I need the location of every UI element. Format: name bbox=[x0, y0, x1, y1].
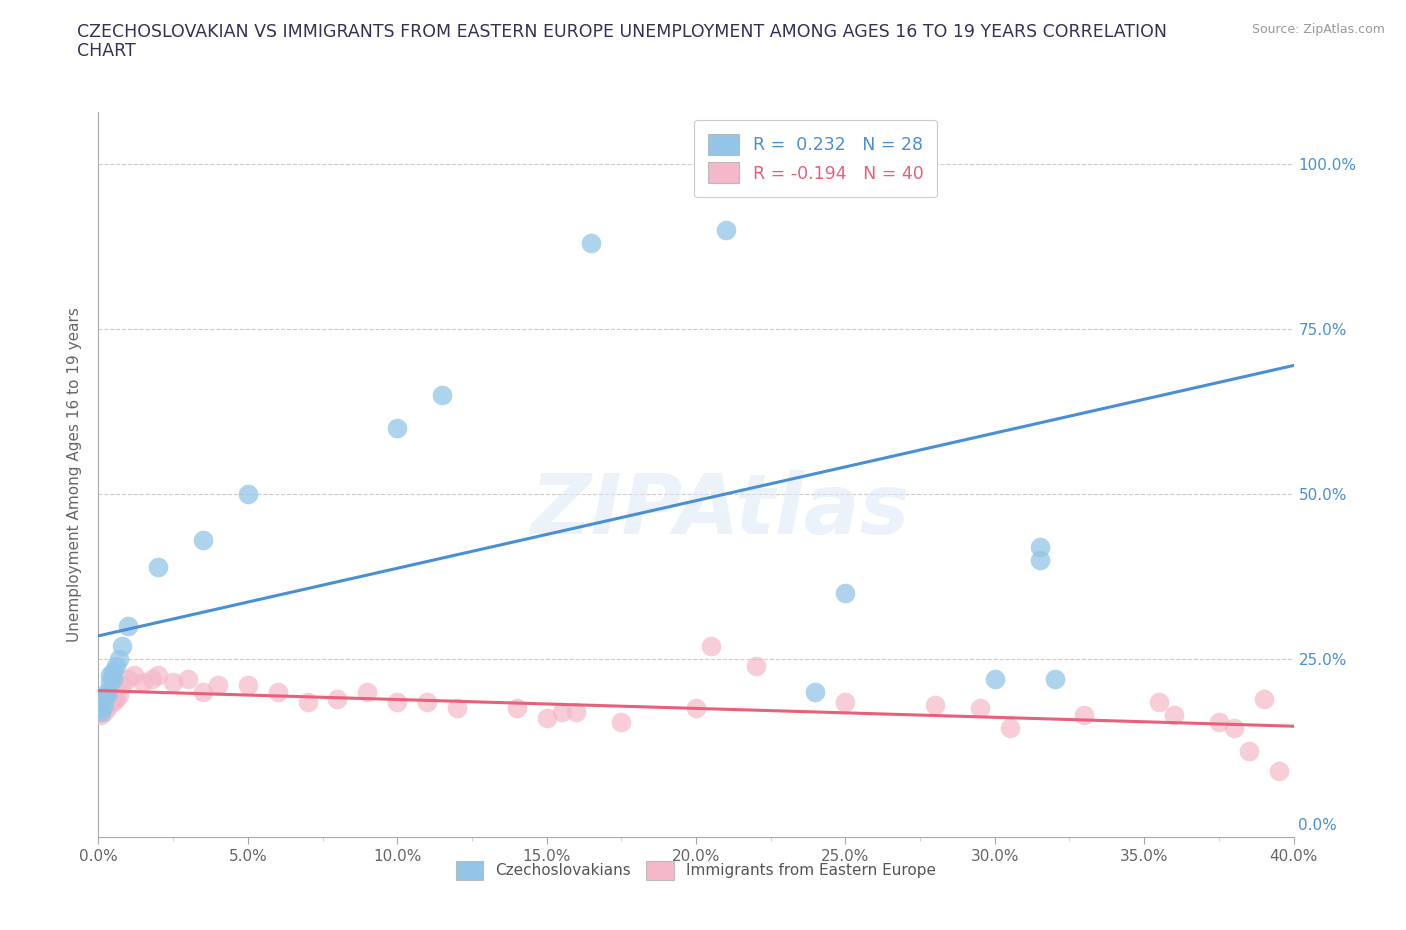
Point bbox=[834, 695, 856, 710]
Point bbox=[90, 708, 112, 723]
Point bbox=[1267, 764, 1289, 778]
Point bbox=[536, 711, 558, 725]
Point bbox=[96, 695, 118, 710]
Point bbox=[117, 671, 139, 686]
Point bbox=[326, 691, 349, 706]
Point bbox=[162, 674, 184, 689]
Point bbox=[98, 674, 122, 689]
Point bbox=[93, 704, 115, 719]
Point bbox=[117, 618, 139, 633]
Point bbox=[565, 704, 588, 719]
Point bbox=[1163, 708, 1185, 723]
Point bbox=[745, 658, 768, 673]
Point bbox=[416, 695, 439, 710]
Point bbox=[96, 684, 118, 699]
Point bbox=[96, 701, 118, 716]
Point bbox=[148, 668, 170, 683]
Point bbox=[111, 678, 134, 693]
Text: ZIPAtlas: ZIPAtlas bbox=[530, 470, 910, 551]
Point bbox=[103, 671, 125, 686]
Point bbox=[105, 691, 128, 706]
Point bbox=[108, 652, 131, 667]
Point bbox=[1028, 552, 1050, 567]
Point bbox=[924, 698, 946, 712]
Point bbox=[297, 695, 319, 710]
Point bbox=[1208, 714, 1230, 729]
Point bbox=[714, 223, 737, 238]
Point bbox=[1043, 671, 1066, 686]
Point bbox=[191, 533, 214, 548]
Point bbox=[685, 701, 707, 716]
Point bbox=[105, 658, 128, 673]
Point bbox=[385, 420, 409, 435]
Point bbox=[581, 236, 603, 251]
Point bbox=[98, 668, 122, 683]
Point bbox=[804, 684, 827, 699]
Point bbox=[236, 486, 259, 501]
Point bbox=[1237, 744, 1260, 759]
Point bbox=[1223, 721, 1246, 736]
Point bbox=[103, 691, 125, 706]
Point bbox=[700, 638, 723, 653]
Y-axis label: Unemployment Among Ages 16 to 19 years: Unemployment Among Ages 16 to 19 years bbox=[67, 307, 83, 642]
Text: CHART: CHART bbox=[77, 42, 136, 60]
Point bbox=[93, 698, 115, 712]
Point bbox=[111, 638, 134, 653]
Point bbox=[430, 388, 453, 403]
Point bbox=[506, 701, 529, 716]
Point bbox=[90, 704, 112, 719]
Point bbox=[90, 701, 112, 716]
Point bbox=[610, 714, 633, 729]
Point bbox=[141, 671, 163, 686]
Point bbox=[834, 586, 856, 601]
Point bbox=[1073, 708, 1095, 723]
Point bbox=[93, 698, 115, 712]
Point bbox=[236, 678, 259, 693]
Point bbox=[446, 701, 468, 716]
Point bbox=[969, 701, 991, 716]
Point bbox=[93, 691, 115, 706]
Point bbox=[90, 704, 112, 719]
Legend: Czechoslovakians, Immigrants from Eastern Europe: Czechoslovakians, Immigrants from Easter… bbox=[449, 854, 943, 887]
Point bbox=[103, 665, 125, 680]
Point bbox=[90, 701, 112, 716]
Point bbox=[98, 695, 122, 710]
Point bbox=[132, 674, 155, 689]
Point bbox=[1028, 539, 1050, 554]
Point bbox=[1253, 691, 1275, 706]
Point bbox=[207, 678, 229, 693]
Point bbox=[984, 671, 1007, 686]
Point bbox=[1147, 695, 1170, 710]
Point bbox=[108, 688, 131, 703]
Point bbox=[998, 721, 1021, 736]
Text: CZECHOSLOVAKIAN VS IMMIGRANTS FROM EASTERN EUROPE UNEMPLOYMENT AMONG AGES 16 TO : CZECHOSLOVAKIAN VS IMMIGRANTS FROM EASTE… bbox=[77, 23, 1167, 41]
Point bbox=[550, 704, 572, 719]
Point bbox=[148, 559, 170, 574]
Point bbox=[191, 684, 214, 699]
Point bbox=[385, 695, 409, 710]
Point bbox=[177, 671, 200, 686]
Point bbox=[124, 668, 146, 683]
Point bbox=[90, 698, 112, 712]
Point bbox=[103, 695, 125, 710]
Point bbox=[267, 684, 290, 699]
Point bbox=[356, 684, 378, 699]
Text: Source: ZipAtlas.com: Source: ZipAtlas.com bbox=[1251, 23, 1385, 36]
Point bbox=[96, 688, 118, 703]
